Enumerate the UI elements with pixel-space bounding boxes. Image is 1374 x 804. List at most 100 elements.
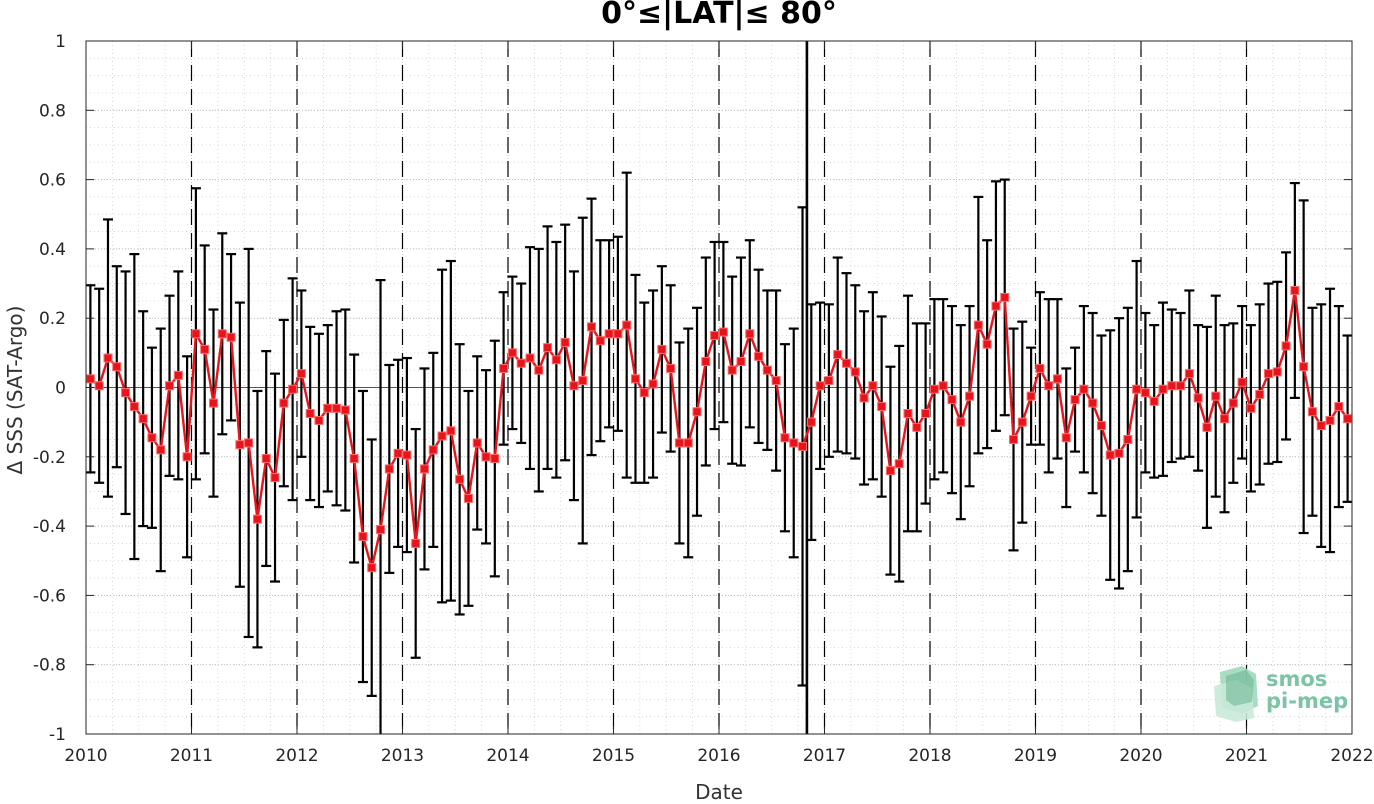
data-point (288, 384, 298, 394)
series-markers (85, 285, 1353, 573)
data-point (947, 395, 957, 405)
data-point (1009, 434, 1019, 444)
data-point (921, 408, 931, 418)
data-point (1114, 448, 1124, 458)
data-point (507, 348, 517, 358)
data-point (147, 433, 157, 443)
data-point (736, 357, 746, 367)
data-point (666, 363, 676, 373)
data-point (604, 329, 614, 339)
data-point (1263, 369, 1273, 379)
data-point (841, 358, 851, 368)
data-point (1070, 395, 1080, 405)
y-tick-label: -0.6 (33, 586, 66, 606)
y-tick-label: 0.6 (39, 171, 66, 191)
data-point (850, 367, 860, 377)
data-point (833, 350, 843, 360)
data-point (384, 464, 394, 474)
data-point (525, 353, 535, 363)
data-point (490, 454, 500, 464)
data-point (156, 445, 166, 455)
data-point (323, 403, 333, 413)
chart-title: 0°≤|LAT|≤ 80° (601, 0, 837, 31)
data-point (578, 376, 588, 386)
data-point (279, 398, 289, 408)
y-tick-label: 1 (55, 32, 66, 52)
y-tick-label: 0.2 (39, 309, 66, 329)
x-tick-label: 2013 (381, 746, 424, 766)
data-point (1184, 369, 1194, 379)
data-point (692, 407, 702, 417)
data-point (1088, 398, 1098, 408)
data-point (270, 473, 280, 483)
data-point (701, 357, 711, 367)
data-point (929, 384, 939, 394)
data-point (771, 376, 781, 386)
data-point (376, 525, 386, 535)
data-point (463, 493, 473, 503)
data-point (1035, 363, 1045, 373)
x-axis-label: Date (695, 780, 743, 804)
logo-line1: smos (1266, 667, 1328, 691)
data-point (674, 438, 684, 448)
data-point (261, 454, 271, 464)
data-point (912, 422, 922, 432)
data-point (806, 417, 816, 427)
data-point (481, 452, 491, 462)
data-point (657, 344, 667, 354)
data-point (1272, 367, 1282, 377)
data-point (1017, 417, 1027, 427)
data-point (94, 381, 104, 391)
data-point (543, 343, 553, 353)
data-point (1316, 421, 1326, 431)
data-point (727, 365, 737, 375)
data-point (622, 320, 632, 330)
data-point (437, 431, 447, 441)
data-point (1044, 381, 1054, 391)
logo-line2: pi-mep (1266, 689, 1349, 713)
y-axis-label: Δ SSS (SAT-Argo) (3, 305, 27, 475)
data-point (859, 393, 869, 403)
data-point (1211, 391, 1221, 401)
data-point (587, 322, 597, 332)
data-point (226, 332, 236, 342)
data-point (173, 370, 183, 380)
data-point (1140, 388, 1150, 398)
data-point (1281, 341, 1291, 351)
data-point (894, 459, 904, 469)
data-point (745, 329, 755, 339)
data-point (252, 514, 262, 524)
data-point (358, 531, 368, 541)
y-tick-label: -0.2 (33, 448, 66, 468)
data-point (1220, 414, 1230, 424)
x-tick-label: 2011 (170, 746, 213, 766)
data-point (885, 466, 895, 476)
data-point (182, 452, 192, 462)
x-tick-label: 2016 (697, 746, 740, 766)
x-tick-label: 2012 (275, 746, 318, 766)
data-point (314, 415, 324, 425)
data-point (138, 414, 148, 424)
data-point (472, 438, 482, 448)
data-point (499, 363, 509, 373)
data-point (129, 402, 139, 412)
data-point (200, 344, 210, 354)
data-point (1096, 421, 1106, 431)
x-tick-label: 2010 (64, 746, 107, 766)
data-point (630, 374, 640, 384)
data-point (1228, 398, 1238, 408)
data-point (595, 336, 605, 346)
data-point (1255, 389, 1265, 399)
data-point (1052, 374, 1062, 384)
data-point (1167, 381, 1177, 391)
data-point (191, 329, 201, 339)
x-tick-label: 2019 (1014, 746, 1057, 766)
data-point (824, 376, 834, 386)
data-point (1176, 381, 1186, 391)
data-point (1307, 407, 1317, 417)
x-tick-label: 2014 (486, 746, 529, 766)
data-point (121, 388, 131, 398)
data-point (208, 398, 218, 408)
data-point (1334, 402, 1344, 412)
